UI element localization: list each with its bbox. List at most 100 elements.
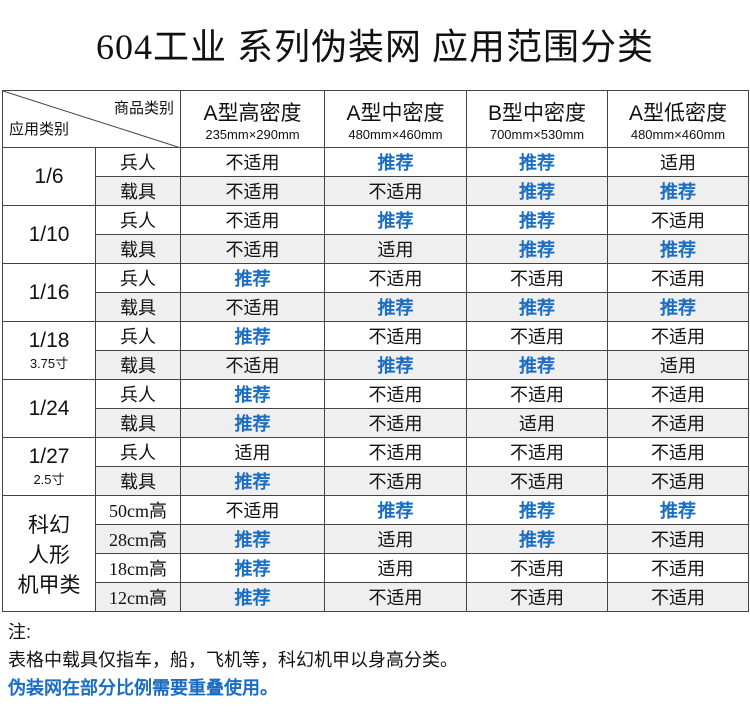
- row-label: 载具: [95, 292, 181, 322]
- group-label-line: 机甲类: [17, 573, 81, 597]
- group-label-line: 1/24: [28, 396, 70, 420]
- group-label-line: 1/16: [28, 280, 70, 304]
- row-label: 兵人: [95, 379, 181, 409]
- column-header: A型高密度 235mm×290mm: [180, 90, 325, 148]
- row-label: 兵人: [95, 437, 181, 467]
- table-row: 载具 不适用 适用 推荐 推荐: [3, 234, 749, 264]
- group-label: 1/6: [2, 147, 96, 206]
- table-row: 1/18 3.75寸 兵人 推荐 不适用 不适用 不适用: [2, 321, 749, 380]
- table-cell: 推荐: [180, 379, 325, 409]
- corner-diagonal: [3, 91, 181, 148]
- table-cell: 推荐: [324, 205, 467, 235]
- row-label: 载具: [95, 176, 181, 206]
- table-row: 18cm高 推荐 适用 不适用 不适用: [3, 553, 749, 583]
- table-cell: 推荐: [180, 321, 325, 351]
- table-cell: 不适用: [607, 408, 749, 438]
- corner-top: 商品类别: [113, 100, 174, 117]
- table-row: 载具 推荐 不适用 不适用 不适用: [3, 466, 749, 496]
- table-cell: 不适用: [607, 466, 749, 496]
- table-cell: 推荐: [466, 147, 608, 177]
- row-label: 载具: [95, 234, 181, 264]
- group-label-line: 人形: [28, 543, 70, 567]
- group-label: 1/24: [2, 379, 96, 438]
- row-label: 18cm高: [95, 553, 181, 583]
- column-name: A型低密度: [628, 101, 727, 125]
- table-cell: 不适用: [324, 321, 467, 351]
- table-cell: 不适用: [180, 495, 325, 525]
- row-label: 载具: [95, 408, 181, 438]
- table-cell: 适用: [180, 437, 325, 467]
- table-cell: 推荐: [607, 176, 749, 206]
- table-cell: 推荐: [180, 263, 325, 293]
- table-cell: 不适用: [466, 321, 608, 351]
- group-label: 1/10: [2, 205, 96, 264]
- table-cell: 不适用: [180, 350, 325, 380]
- table-cell: 推荐: [466, 176, 608, 206]
- table-cell: 不适用: [607, 524, 749, 554]
- table-cell: 适用: [324, 553, 467, 583]
- table-body: 1/6 兵人 不适用 推荐 推荐 适用 载具 不适用 不适用 推荐 推荐 1/10 兵人 不适用 推荐 推荐不…: [2, 147, 749, 612]
- table-cell: 适用: [466, 408, 608, 438]
- column-size: 235mm×290mm: [205, 126, 300, 142]
- table-cell: 不适用: [180, 234, 325, 264]
- table-cell: 不适用: [324, 263, 467, 293]
- corner-cell: 商品类别 应用类别: [2, 90, 181, 148]
- table-cell: 不适用: [466, 263, 608, 293]
- column-header: B型中密度 700mm×530mm: [466, 90, 608, 148]
- table-cell: 不适用: [180, 176, 325, 206]
- table-cell: 不适用: [324, 582, 467, 612]
- column-name: A型高密度: [203, 101, 302, 125]
- group-sublabel: 3.75寸: [29, 356, 69, 371]
- table-cell: 推荐: [466, 495, 608, 525]
- table-cell: 不适用: [607, 263, 749, 293]
- table-cell: 不适用: [324, 176, 467, 206]
- table-cell: 推荐: [466, 524, 608, 554]
- table-cell: 不适用: [607, 553, 749, 583]
- table-cell: 推荐: [466, 205, 608, 235]
- row-label: 兵人: [95, 147, 181, 177]
- table-cell: 不适用: [180, 147, 325, 177]
- table-row: 1/6 兵人 不适用 推荐 推荐 适用: [2, 147, 749, 206]
- table-cell: 推荐: [180, 553, 325, 583]
- table-cell: 不适用: [324, 379, 467, 409]
- table-cell: 不适用: [607, 205, 749, 235]
- row-label: 兵人: [95, 263, 181, 293]
- column-size: 480mm×460mm: [348, 126, 443, 142]
- group-label: 1/16: [2, 263, 96, 322]
- table-row: 载具 不适用 不适用 推荐 推荐: [3, 176, 749, 206]
- column-size: 480mm×460mm: [630, 126, 726, 142]
- row-label: 兵人: [95, 205, 181, 235]
- table-row: 载具 不适用 推荐 推荐 适用: [3, 350, 749, 380]
- column-size: 700mm×530mm: [489, 126, 585, 142]
- group-label: 1/18 3.75寸: [2, 321, 96, 380]
- table-cell: 推荐: [180, 408, 325, 438]
- table-cell: 不适用: [324, 466, 467, 496]
- table-row: 1/27 2.5寸 兵人 适用 不适用 不适用 不适用: [2, 437, 749, 496]
- group-label: 1/27 2.5寸: [2, 437, 96, 496]
- table-row: 载具 推荐 不适用 适用 不适用: [3, 408, 749, 438]
- note-line: 表格中载具仅指车，船，飞机等，科幻机甲以身高分类。: [8, 650, 458, 670]
- group-label-line: 1/6: [34, 164, 64, 188]
- table-cell: 不适用: [607, 582, 749, 612]
- note-emphasis: 伪装网在部分比例需要重叠使用。: [8, 678, 278, 698]
- table-cell: 推荐: [324, 147, 467, 177]
- table-row: 1/10 兵人 不适用 推荐 推荐 不适用: [2, 205, 749, 264]
- table-cell: 推荐: [180, 466, 325, 496]
- table-cell: 推荐: [607, 495, 749, 525]
- table-row: 1/24 兵人 推荐 不适用 不适用 不适用: [2, 379, 749, 438]
- column-name: B型中密度: [487, 101, 586, 125]
- table-cell: 推荐: [180, 582, 325, 612]
- row-label: 兵人: [95, 321, 181, 351]
- group-label: 科幻 人形 机甲类: [2, 495, 96, 612]
- table-cell: 推荐: [607, 234, 749, 264]
- table-cell: 推荐: [466, 292, 608, 322]
- table-row: 载具 不适用 推荐 推荐 推荐: [3, 292, 749, 322]
- table-cell: 不适用: [324, 408, 467, 438]
- table-row: 1/16 兵人 推荐 不适用 不适用 不适用: [2, 263, 749, 322]
- header-row: 商品类别 应用类别 A型高密度 235mm×290mm A型中密度 480mm×460…: [2, 90, 749, 148]
- column-name: A型中密度: [346, 101, 445, 125]
- table-cell: 不适用: [466, 437, 608, 467]
- table-cell: 适用: [324, 524, 467, 554]
- title: 604工业 系列伪装网 应用范围分类: [95, 27, 654, 67]
- table-cell: 不适用: [180, 205, 325, 235]
